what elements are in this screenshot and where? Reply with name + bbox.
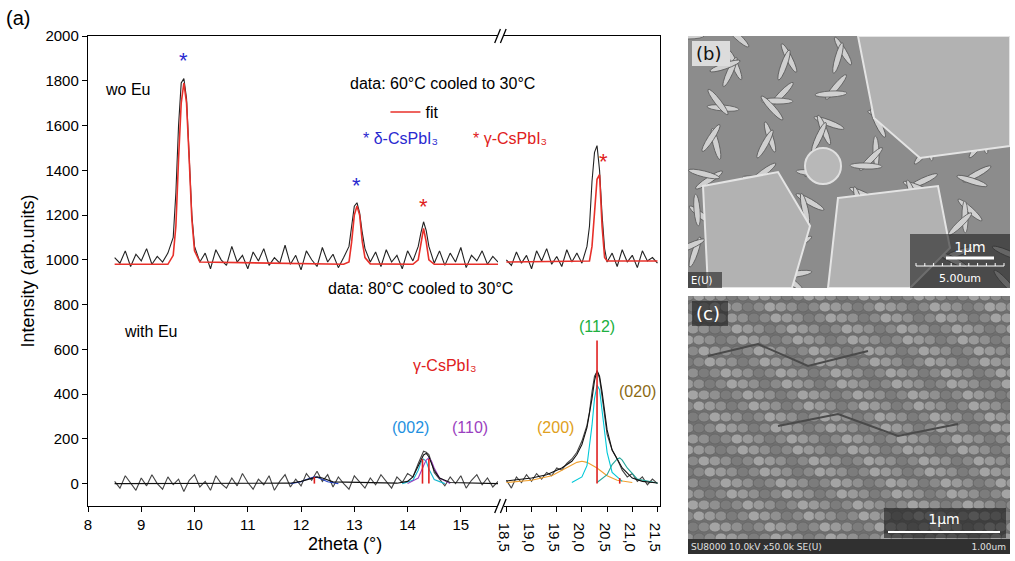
svg-text:8: 8 (84, 516, 92, 533)
svg-text:wo Eu: wo Eu (105, 81, 150, 98)
svg-text:*: * (179, 48, 188, 73)
svg-text:(b): (b) (696, 43, 721, 64)
svg-text:* δ-CsPbI₃: * δ-CsPbI₃ (363, 130, 438, 147)
svg-text:2000: 2000 (45, 27, 78, 44)
svg-text:Intensity (arb.units): Intensity (arb.units) (18, 194, 38, 347)
svg-text:5.00um: 5.00um (939, 272, 981, 285)
svg-text:14: 14 (399, 516, 416, 533)
svg-text:20,5: 20,5 (597, 523, 614, 552)
svg-text:11: 11 (240, 516, 256, 533)
svg-text:1400: 1400 (45, 162, 78, 179)
svg-text:SU8000 10.0kV x50.0k SE(U): SU8000 10.0kV x50.0k SE(U) (691, 542, 822, 552)
svg-text:(110): (110) (452, 419, 488, 436)
svg-text:data: 60°C cooled to 30°C: data: 60°C cooled to 30°C (350, 75, 535, 92)
svg-text:12: 12 (293, 516, 310, 533)
svg-text:2theta (°): 2theta (°) (308, 534, 382, 554)
svg-text:200: 200 (54, 430, 79, 447)
svg-text:* γ-CsPbI₃: * γ-CsPbI₃ (473, 130, 547, 147)
svg-text:1600: 1600 (45, 117, 78, 134)
svg-text:(020): (020) (619, 383, 656, 400)
svg-text:(200): (200) (537, 419, 574, 436)
svg-text:(c): (c) (696, 303, 720, 324)
svg-text:0: 0 (70, 475, 78, 492)
svg-text:1μm: 1μm (954, 239, 985, 255)
svg-text:*: * (352, 173, 361, 198)
svg-text:γ-CsPbI₃: γ-CsPbI₃ (413, 357, 476, 374)
svg-text:1000: 1000 (45, 251, 78, 268)
svg-text:21,0: 21,0 (622, 523, 639, 552)
svg-text:18,5: 18,5 (496, 523, 513, 552)
svg-text:10: 10 (186, 516, 203, 533)
svg-text:19,0: 19,0 (521, 523, 538, 552)
svg-text:800: 800 (54, 296, 79, 313)
svg-text:1.00um: 1.00um (971, 542, 1006, 552)
svg-text:600: 600 (54, 341, 79, 358)
svg-text:(a): (a) (6, 7, 30, 29)
svg-text:400: 400 (54, 385, 79, 402)
svg-text:15: 15 (452, 516, 469, 533)
svg-text:1200: 1200 (45, 206, 78, 223)
svg-text:(002): (002) (392, 419, 429, 436)
svg-text:9: 9 (137, 516, 145, 533)
svg-text:with Eu: with Eu (124, 323, 177, 340)
svg-text:data: 80°C cooled to 30°C: data: 80°C cooled to 30°C (328, 280, 513, 297)
svg-text:*: * (599, 149, 608, 174)
svg-text:E(U): E(U) (691, 275, 713, 286)
svg-text:1800: 1800 (45, 72, 78, 89)
svg-text:1μm: 1μm (928, 511, 959, 527)
svg-text:20,0: 20,0 (571, 523, 588, 552)
svg-text:19,5: 19,5 (546, 523, 563, 552)
svg-text:*: * (419, 194, 428, 219)
svg-text:21,5: 21,5 (647, 523, 664, 552)
svg-text:(112): (112) (579, 318, 615, 335)
svg-text:fit: fit (425, 104, 438, 121)
svg-text:13: 13 (346, 516, 363, 533)
